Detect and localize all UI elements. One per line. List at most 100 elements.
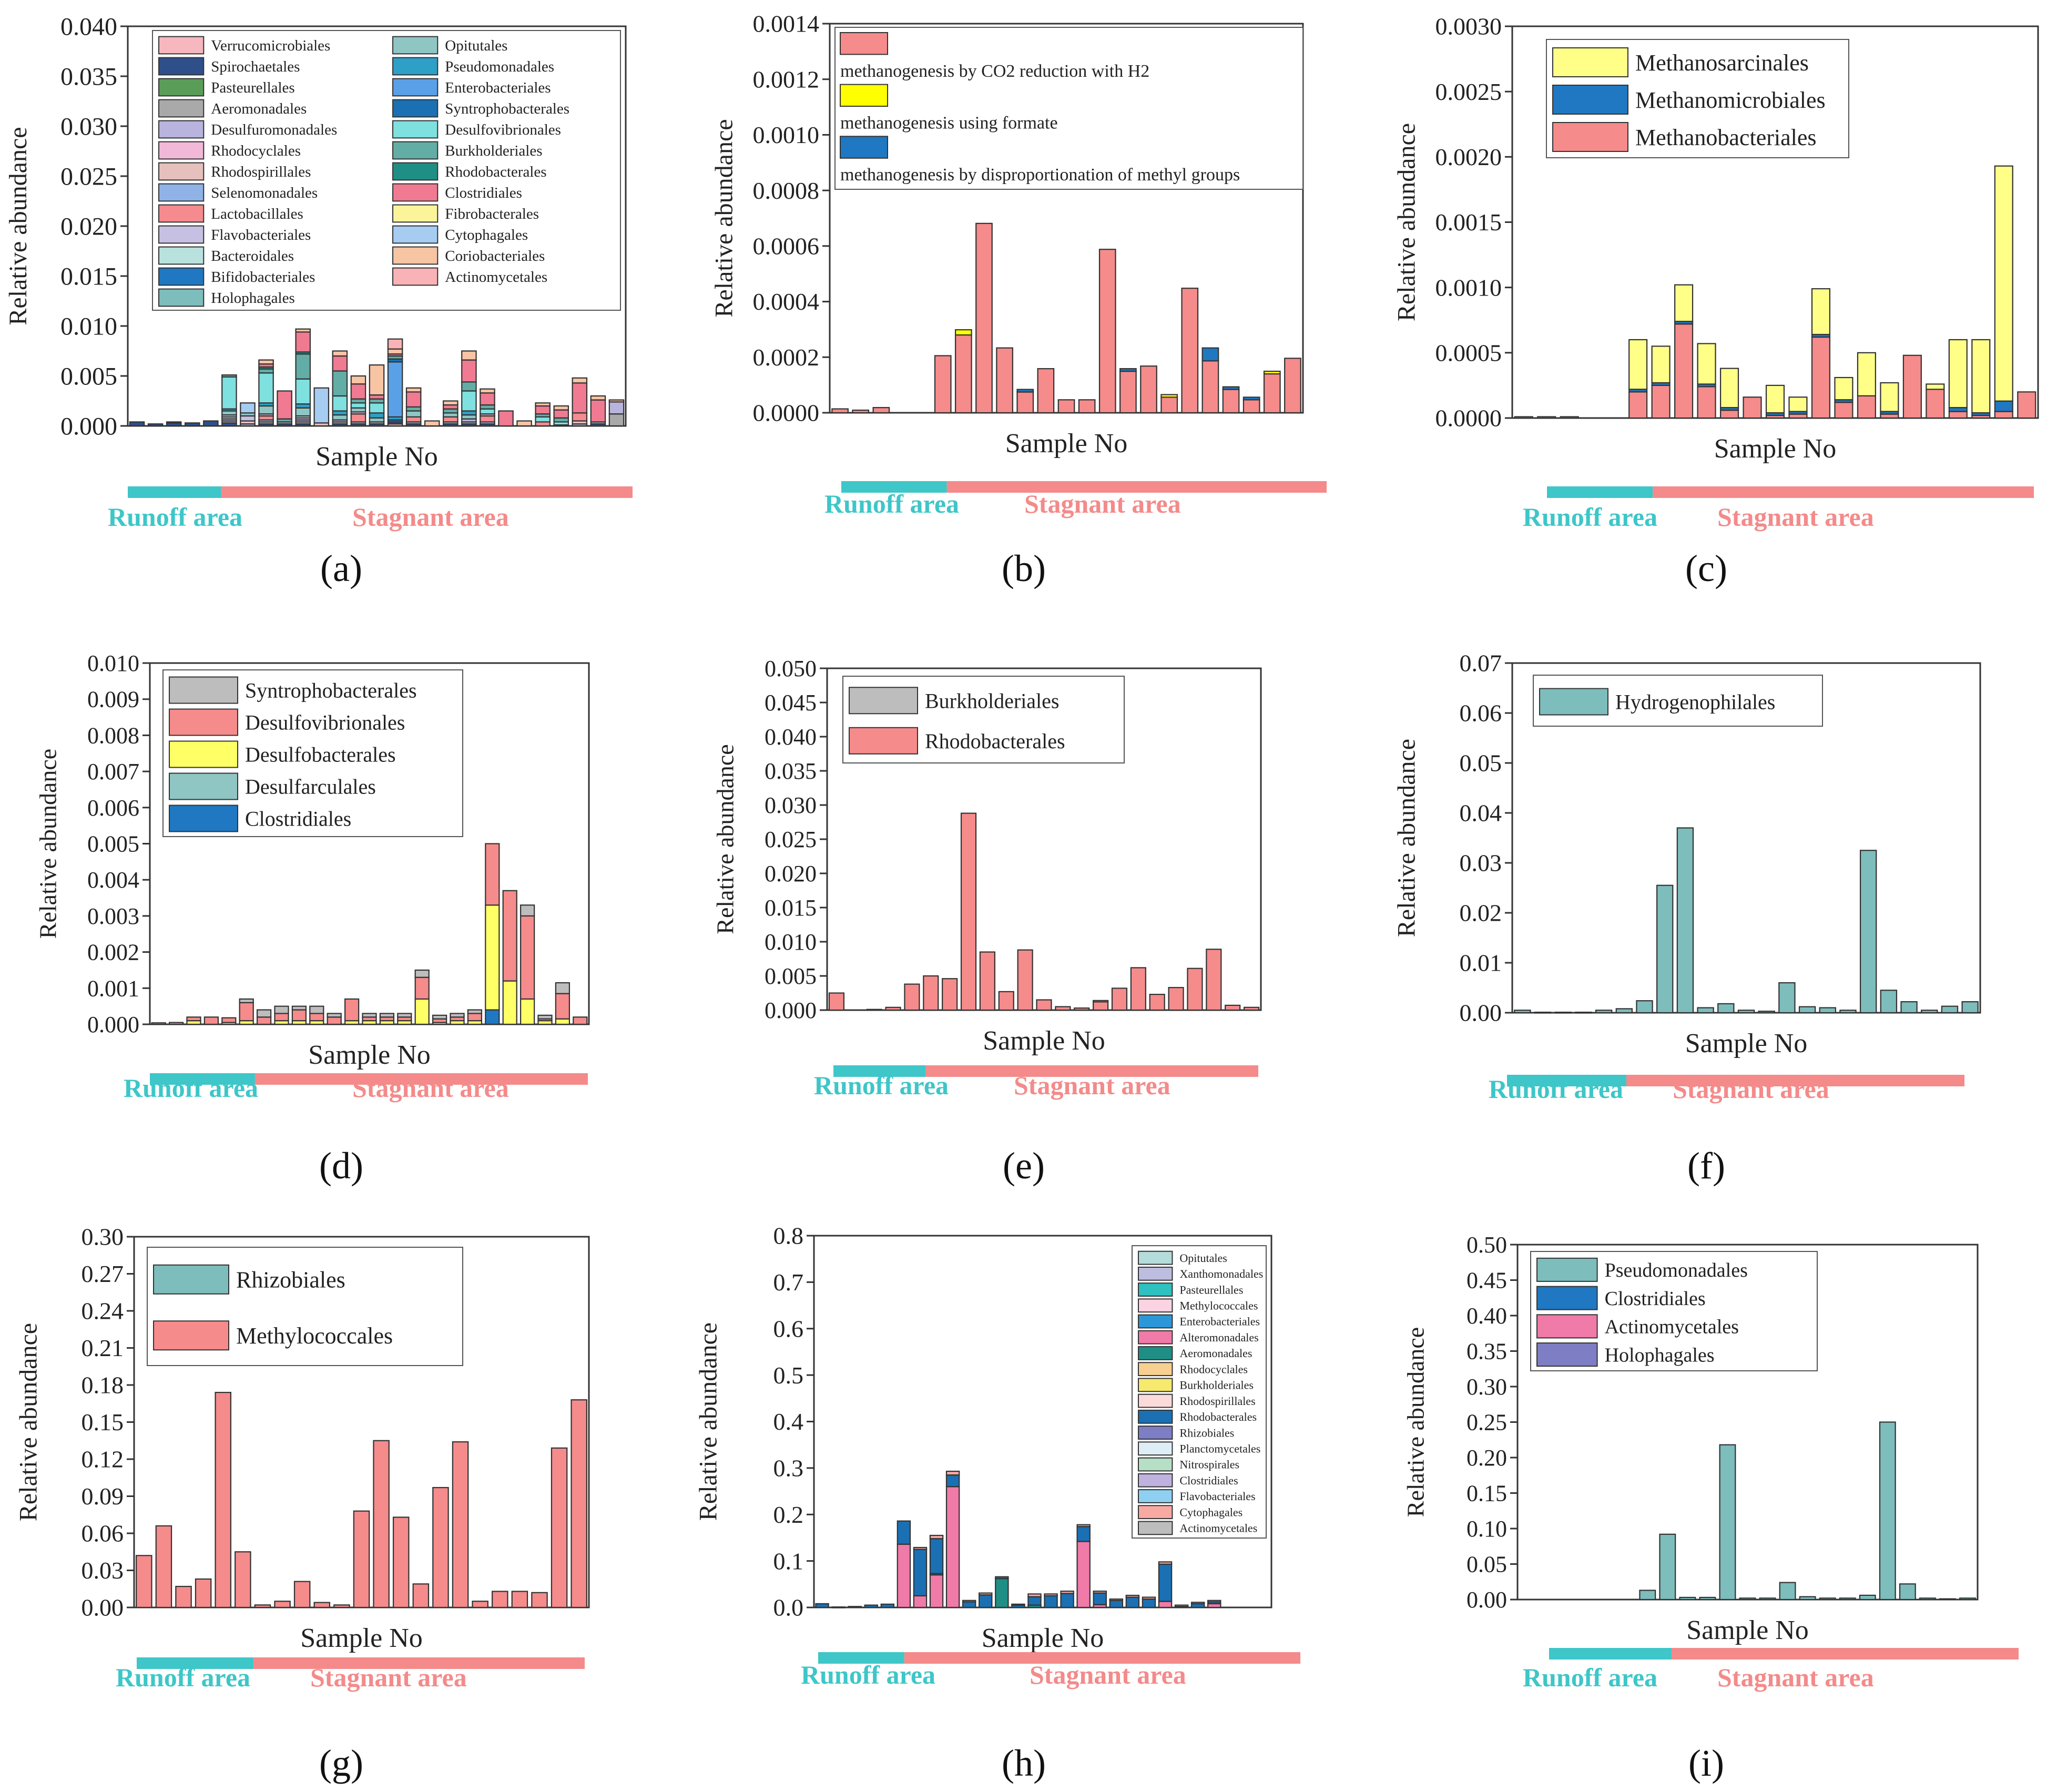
bar-methanobacteriales-15	[1834, 402, 1853, 419]
y-tick-label: 0.15	[82, 1409, 124, 1435]
bar-methylococcales-21	[531, 1592, 548, 1608]
bar-methylococcales-16	[432, 1486, 449, 1608]
y-axis-title: Relative abundance	[35, 749, 62, 939]
chart-svg-i: 0.00 0.05 0.10 0.15 0.20 0.25 0.30 0.35 0.40 0.45…	[1402, 1232, 2019, 1784]
bar-burkholderiales-8	[258, 368, 274, 374]
legend-swatch	[1536, 1314, 1598, 1339]
y-tick-label: 0.005	[87, 831, 139, 857]
bar-coriobacteriales-16	[405, 387, 422, 393]
legend-label: Holophagales	[1605, 1344, 1715, 1366]
y-tick-label: 0.21	[82, 1335, 124, 1361]
legend-swatch	[1138, 1409, 1173, 1424]
bar-burkholderiales-20	[480, 404, 495, 410]
y-tick-label: 0.03	[1460, 850, 1502, 877]
legend-label: Xanthomonadales	[1179, 1267, 1263, 1280]
legend-label: Holophagales	[211, 290, 294, 307]
bar-burkholderiales-14	[369, 398, 385, 404]
bar-cytophagales-24	[1190, 1602, 1205, 1605]
bar-desulfovibrionales-13	[350, 402, 366, 409]
bar-methanosarcinales-15	[1834, 376, 1853, 401]
bar-pseudomonadales-14	[1779, 1582, 1796, 1601]
bar-hydrogenophilales-12	[1737, 1010, 1755, 1014]
legend-swatch	[153, 1320, 229, 1351]
y-tick-label: 0.24	[82, 1298, 124, 1325]
y-tick-label: 0.5	[773, 1362, 804, 1389]
legend-swatch	[1552, 122, 1628, 152]
legend-label: Desulfovibrionales	[445, 121, 561, 138]
bar-syntrophobacterales-14	[379, 1013, 395, 1018]
bar-rhodobacterales-11	[1017, 949, 1033, 1011]
bar-pseudomonadales-16	[1819, 1597, 1836, 1601]
y-tick-label: 0.020	[60, 212, 117, 240]
y-tick-label: 0.030	[765, 792, 817, 818]
y-tick-label: 0.1	[773, 1547, 804, 1574]
chart-svg-f: 0.00 0.01 0.02 0.03 0.04 0.05 0.06 0.07 Relative…	[1392, 650, 1981, 1187]
bar-methanosarcinales-6	[1628, 339, 1648, 390]
legend-label: Burkholderiales	[1179, 1379, 1254, 1392]
bar-hydrogenophilales-11	[1717, 1003, 1735, 1014]
runoff-area-label: Runoff area	[116, 1663, 250, 1692]
bar-pseudomonadales-10	[1699, 1596, 1716, 1601]
bar-methanobacteriales-7	[1651, 384, 1671, 419]
bar-methylococcales-3	[175, 1585, 192, 1608]
panel-label: (e)	[1003, 1145, 1045, 1187]
legend-swatch	[840, 32, 888, 55]
y-tick-label: 0.009	[87, 687, 139, 712]
y-tick-label: 0.06	[82, 1520, 124, 1547]
legend-label: Alteromonadales	[1179, 1331, 1258, 1344]
legend-swatch	[158, 78, 205, 97]
bar-clostridiales-25	[572, 382, 588, 414]
bar-methylococcales-14	[392, 1516, 410, 1608]
bar-cytophagales-19	[1109, 1598, 1124, 1601]
bar-coriobacteriales-13	[350, 375, 366, 385]
stagnant-area-label: Stagnant area	[310, 1663, 467, 1692]
bar-desulfovibrionales-6	[239, 1002, 254, 1022]
runoff-area-bar	[150, 1073, 255, 1085]
legend-swatch	[1138, 1314, 1173, 1329]
legend-label: Actinomycetales	[445, 269, 547, 286]
stagnant-area-bar	[1626, 1075, 1964, 1086]
y-axis-title: Relative abundance	[1392, 739, 1420, 937]
legend-label: Aeromonadales	[1179, 1347, 1252, 1360]
bar-methanogenesis-by-co2-reduction-with-h2-1	[831, 408, 849, 414]
bar-syntrophobacterales-22	[520, 904, 535, 917]
bar-opitutales-10	[295, 407, 311, 417]
bar-methanosarcinales-10	[1719, 368, 1739, 409]
bar-methanobacteriales-16	[1857, 395, 1876, 419]
bar-cytophagales-25	[1207, 1600, 1221, 1603]
bar-desulfovibrionales-3	[186, 1016, 201, 1022]
bar-methanogenesis-using-formate-7	[954, 329, 972, 336]
runoff-area-bar	[1507, 1075, 1626, 1086]
bar-rhodobacterales-20	[1125, 1596, 1140, 1608]
runoff-area-bar	[137, 1657, 254, 1669]
bar-hydrogenophilales-14	[1778, 982, 1796, 1014]
legend-label: Clostridiales	[445, 185, 522, 201]
legend-swatch	[158, 267, 205, 286]
runoff-area-label: Runoff area	[1523, 502, 1657, 532]
legend-swatch	[158, 288, 205, 307]
bar-cytophagales-7	[240, 402, 256, 414]
bar-pseudomonadales-18	[1859, 1594, 1876, 1601]
bar-opitutales-6	[221, 410, 237, 416]
bar-desulfovibrionales-8	[274, 1013, 289, 1022]
legend-label: Actinomycetales	[1179, 1522, 1257, 1535]
stagnant-area-bar	[253, 1657, 585, 1669]
bar-coriobacteriales-23	[535, 402, 551, 407]
legend-swatch	[1138, 1505, 1173, 1520]
bar-cytophagales-22	[1158, 1561, 1173, 1565]
bar-methanobacteriales-11	[1743, 396, 1762, 419]
bar-desulfovibrionales-4	[203, 1016, 219, 1025]
y-tick-label: 0.020	[765, 861, 817, 887]
bar-rhodobacterales-8	[960, 812, 977, 1011]
bar-methanomicrobiales-20	[1948, 407, 1968, 412]
legend-label: Methylococcales	[236, 1323, 393, 1349]
bar-methanogenesis-by-co2-reduction-with-h2-9	[996, 347, 1013, 414]
bar-rhodobacterales-16	[1060, 1593, 1074, 1608]
bar-rhodobacterales-19	[1109, 1600, 1124, 1608]
bar-cytophagales-13	[1011, 1603, 1025, 1606]
legend-swatch	[1138, 1473, 1173, 1488]
legend-label: Desulfovibrionales	[245, 711, 405, 735]
bar-rhodobacterales-3	[848, 1606, 862, 1608]
bar-hydrogenophilales-22	[1941, 1005, 1959, 1014]
chart-svg-a: 0.000 0.005 0.010 0.015 0.020 0.025 0.030 0.035…	[4, 13, 633, 589]
